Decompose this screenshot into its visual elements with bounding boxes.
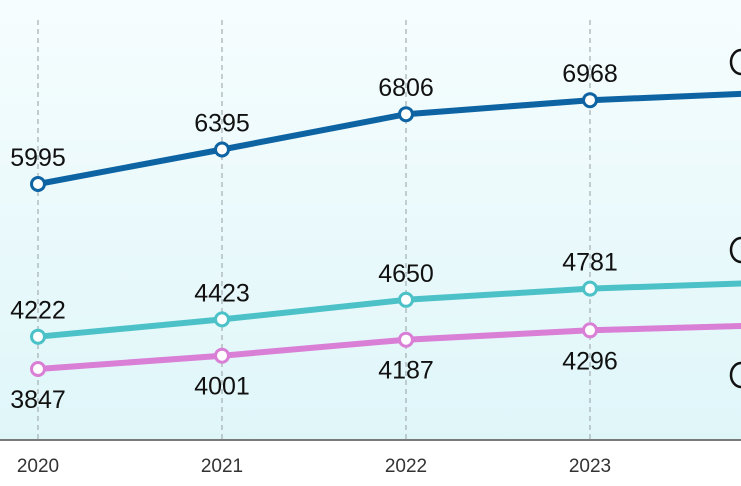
data-point (582, 280, 598, 297)
right-edge-markers (729, 48, 741, 389)
data-label: 4296 (562, 347, 618, 375)
x-tick-label: 2023 (569, 456, 611, 477)
data-point (30, 328, 46, 345)
data-point (582, 322, 598, 339)
data-point (30, 361, 46, 377)
x-tick-label: 2022 (385, 456, 427, 477)
x-tick-label: 2020 (17, 456, 59, 477)
edge-marker-3 (729, 361, 741, 389)
data-label: 6968 (562, 60, 618, 88)
data-label: 6806 (378, 74, 434, 102)
data-point (398, 106, 414, 123)
data-point (398, 291, 414, 308)
data-point (214, 311, 230, 328)
data-point (214, 141, 230, 158)
data-label: 4001 (194, 373, 250, 401)
data-label: 4187 (378, 357, 434, 385)
data-point (30, 176, 46, 192)
data-point (214, 347, 230, 364)
data-label: 3847 (10, 386, 66, 414)
data-point (398, 331, 414, 348)
data-label: 5995 (10, 144, 66, 172)
x-tick-label: 2021 (201, 456, 243, 477)
data-label: 4222 (10, 297, 66, 325)
plot-background (0, 0, 741, 440)
data-label: 4781 (562, 249, 618, 277)
data-label: 4423 (194, 279, 250, 307)
data-label: 4650 (378, 260, 434, 288)
edge-marker-2 (729, 236, 741, 264)
data-point (582, 92, 598, 109)
edge-marker-1 (729, 48, 741, 76)
data-label: 6395 (194, 110, 250, 138)
